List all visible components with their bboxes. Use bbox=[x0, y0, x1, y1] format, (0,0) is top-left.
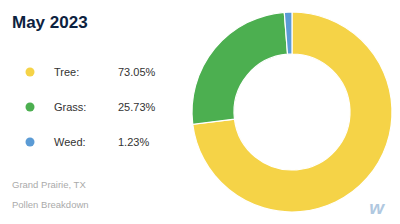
legend-swatch bbox=[26, 68, 35, 77]
chart: May 2023 Tree: 73.05% Grass: 25.73% Weed: 1.23… bbox=[0, 0, 400, 224]
footer: Pollen Breakdown bbox=[12, 199, 89, 210]
legend-value: 1.23% bbox=[118, 136, 149, 148]
footer: Grand Prairie, TX bbox=[12, 179, 86, 190]
legend-label: Grass: bbox=[54, 101, 86, 113]
legend-swatch bbox=[26, 103, 35, 112]
legend-value: 25.73% bbox=[118, 101, 156, 113]
legend-swatch bbox=[26, 138, 35, 147]
watermark: w bbox=[369, 197, 385, 218]
legend-value: 73.05% bbox=[118, 66, 156, 78]
legend-label: Weed: bbox=[54, 136, 86, 148]
slice bbox=[284, 12, 292, 54]
donut bbox=[192, 12, 392, 212]
slice bbox=[192, 12, 288, 124]
title: May 2023 bbox=[12, 13, 88, 32]
slice bbox=[193, 12, 392, 212]
legend-label: Tree: bbox=[54, 66, 79, 78]
legend: Tree: 73.05% Grass: 25.73% Weed: 1.23% bbox=[26, 66, 156, 148]
